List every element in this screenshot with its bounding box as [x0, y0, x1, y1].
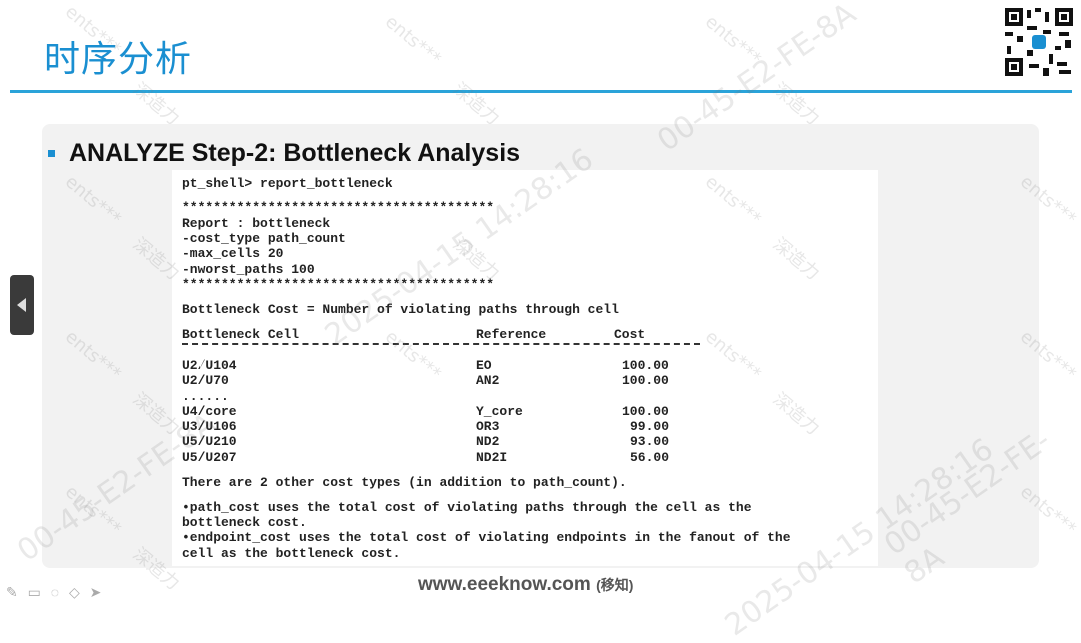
highlighter-icon[interactable]: ◌: [50, 584, 60, 600]
header-cost: Cost: [614, 327, 646, 342]
report-line: -max_cells 20: [182, 246, 284, 261]
stars-line-top: ****************************************: [182, 200, 495, 215]
annotation-toolbar: ✎ ▭ ◌ ◇ ➤: [6, 584, 107, 601]
row-cell: U5/U210: [182, 434, 237, 449]
row-cost: 100.00: [622, 404, 669, 419]
code-block: [172, 170, 878, 566]
row-cell: U5/U207: [182, 450, 237, 465]
row-cost: 93.00: [630, 434, 670, 449]
title-rule: [10, 90, 1072, 93]
header-reference: Reference: [476, 327, 547, 342]
command-line: pt_shell> report_bottleneck: [182, 176, 393, 191]
watermark-brand: 深造力: [768, 78, 824, 130]
row-cell: U3/U106: [182, 419, 237, 434]
path-cost-note: •path_cost uses the total cost of violat…: [182, 500, 752, 515]
row-cell: ......: [182, 389, 229, 404]
row-ref: Y_core: [476, 404, 523, 419]
row-cost: 99.00: [630, 419, 670, 434]
report-line: -cost_type path_count: [182, 231, 346, 246]
shape-icon[interactable]: ◇: [68, 584, 80, 600]
eraser-icon[interactable]: ▭: [27, 584, 41, 600]
watermark-user: ents***: [380, 11, 445, 70]
endpoint-cost-note-cont: cell as the bottleneck cost.: [182, 546, 401, 561]
watermark-user: ents***: [700, 11, 765, 70]
stars-line-bottom: ****************************************: [182, 277, 495, 292]
row-cell: U4/core: [182, 404, 237, 419]
slide-title: 时序分析: [44, 39, 193, 80]
row-cost: 56.00: [630, 450, 670, 465]
row-ref: ND2I: [476, 450, 508, 465]
table-separator: [182, 343, 700, 345]
footer-site: www.eeeknow.com: [418, 574, 591, 595]
bullet-marker: [48, 150, 55, 157]
row-ref: ND2: [476, 434, 500, 449]
row-ref: OR3: [476, 419, 500, 434]
footer-source: www.eeeknow.com (移知): [418, 574, 633, 596]
previous-slide-button[interactable]: [10, 275, 34, 335]
report-line: -nworst_paths 100: [182, 262, 315, 277]
watermark-brand: 深造力: [128, 78, 184, 130]
qr-code-icon: [1003, 6, 1075, 78]
definition-line: Bottleneck Cost = Number of violating pa…: [182, 302, 619, 317]
row-cell: U2/U104: [182, 358, 237, 373]
other-cost-note: There are 2 other cost types (in additio…: [182, 475, 627, 490]
row-cost: 100.00: [622, 358, 669, 373]
pointer-icon[interactable]: ➤: [89, 584, 102, 600]
endpoint-cost-note: •endpoint_cost uses the total cost of vi…: [182, 530, 791, 545]
slide-heading: ANALYZE Step-2: Bottleneck Analysis: [69, 139, 521, 167]
row-cell: U2/U70: [182, 373, 229, 388]
row-ref: AN2: [476, 373, 500, 388]
row-cost: 100.00: [622, 373, 669, 388]
footer-brand: (移知): [596, 577, 634, 593]
report-line: Report : bottleneck: [182, 216, 331, 231]
mouse-cursor-icon: [200, 356, 206, 368]
header-cell: Bottleneck Cell: [182, 327, 300, 342]
path-cost-note-cont: bottleneck cost.: [182, 515, 307, 530]
pen-icon[interactable]: ✎: [6, 584, 18, 600]
row-ref: EO: [476, 358, 492, 373]
watermark-brand: 深造力: [448, 78, 504, 130]
